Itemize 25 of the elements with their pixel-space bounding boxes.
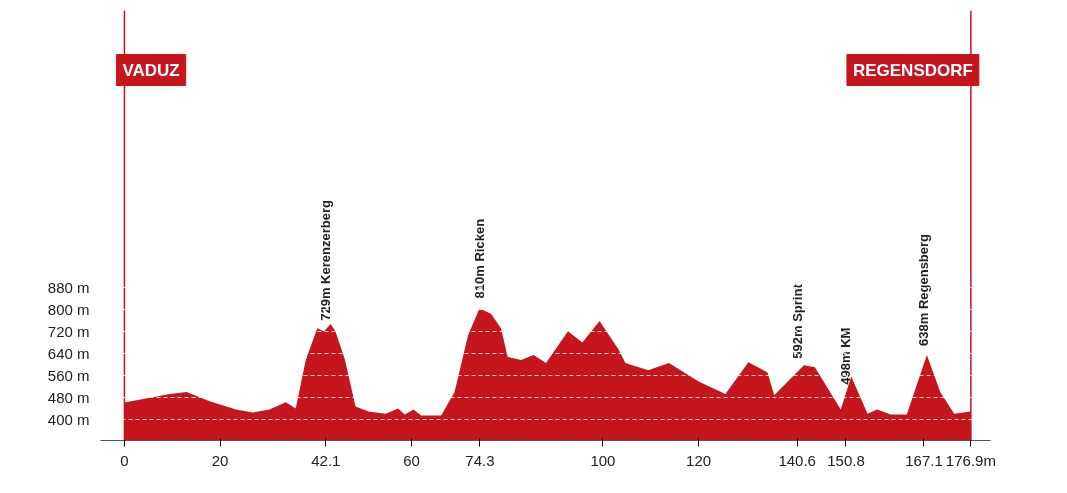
- annotation: 810m Ricken: [472, 218, 488, 299]
- x-tick-label: 42.1: [311, 451, 341, 469]
- x-tick-label: 150.8: [827, 451, 865, 469]
- annotation: 498m KM: [838, 327, 854, 385]
- x-tick-label: 60: [403, 451, 420, 469]
- y-tick-label: 640 m: [47, 344, 90, 362]
- x-tick-label: 167.1: [905, 451, 943, 469]
- x-tick-label: 74.3: [465, 451, 495, 469]
- y-tick-label: 800 m: [47, 300, 90, 318]
- y-tick-label: 880 m: [47, 278, 90, 296]
- annotation: 592m Sprint: [789, 283, 805, 359]
- y-tick-label: 560 m: [47, 367, 90, 385]
- x-tick-label: 120: [686, 451, 712, 469]
- x-tick-label: 176.9m: [945, 451, 996, 469]
- x-tick-label: 20: [211, 451, 229, 469]
- y-tick-label: 480 m: [47, 389, 90, 407]
- x-tick-label: 140.6: [778, 451, 816, 469]
- ref-line-label: REGENSDORF: [852, 60, 973, 80]
- annotation: 638m Regensberg: [916, 233, 932, 346]
- x-tick-label: 0: [120, 451, 129, 469]
- x-tick-label: 100: [590, 451, 616, 469]
- y-tick-label: 400 m: [47, 411, 90, 429]
- annotation: 729m Kerenzerberg: [318, 200, 334, 321]
- y-tick-label: 720 m: [47, 322, 90, 340]
- ref-line-label: VADUZ: [122, 60, 180, 80]
